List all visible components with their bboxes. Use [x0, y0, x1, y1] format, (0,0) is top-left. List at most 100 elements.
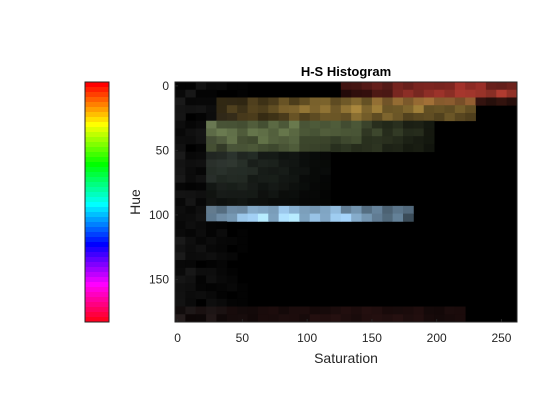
heatmap-cell [216, 120, 228, 129]
heatmap-cell [247, 190, 259, 199]
heatmap-cell [403, 82, 414, 91]
heatmap-cell [247, 314, 259, 323]
heatmap-cell [361, 136, 373, 145]
heatmap-cell [185, 260, 197, 269]
heatmap-cell [371, 314, 383, 323]
heatmap-cell [309, 112, 321, 122]
heatmap-cell [392, 205, 404, 215]
heatmap-cell [268, 97, 280, 106]
heatmap-cell [278, 105, 290, 114]
heatmap-cell [299, 151, 311, 160]
heatmap-cell [465, 82, 476, 91]
heatmap-cell [506, 97, 518, 106]
heatmap-cell [216, 283, 228, 292]
heatmap-cell [454, 105, 466, 114]
heatmap-cell [361, 314, 373, 323]
heatmap-cell [299, 105, 311, 114]
heatmap-cell [340, 105, 352, 114]
heatmap-cell [403, 213, 414, 222]
colorbar-segment [85, 132, 109, 138]
plot-axes-frame [174, 81, 518, 323]
heatmap-cell [195, 198, 207, 207]
heatmap-cell [216, 128, 228, 137]
heatmap-cell [185, 213, 197, 222]
heatmap-cell [206, 143, 217, 153]
heatmap-cell [309, 314, 321, 323]
heatmap-cell [351, 97, 362, 106]
heatmap-cell [185, 159, 197, 168]
heatmap-cell [289, 120, 300, 129]
x-tick-label: 200 [427, 331, 447, 345]
heatmap-cell [226, 167, 238, 176]
heatmap-cell [185, 298, 197, 307]
colorbar-segment [85, 177, 109, 183]
colorbar-segment [85, 157, 109, 163]
heatmap-cell [340, 136, 352, 145]
heatmap-cell [175, 151, 186, 160]
heatmap-cell [392, 143, 404, 153]
heatmap-cell [216, 252, 228, 261]
y-tick-label: 100 [149, 208, 169, 222]
colorbar-segment [85, 257, 109, 263]
heatmap-cell [175, 120, 186, 129]
heatmap-cell [320, 105, 331, 114]
heatmap-cell [185, 174, 197, 184]
heatmap-cell [351, 105, 362, 114]
heatmap-cell [320, 182, 331, 191]
x-tick-label: 250 [491, 331, 511, 345]
heatmap-cell [340, 306, 352, 315]
colorbar-segment [85, 97, 109, 103]
heatmap-cell [206, 314, 217, 323]
heatmap-cell [330, 128, 342, 137]
heatmap-cell [309, 136, 321, 145]
heatmap-cell [278, 182, 290, 191]
heatmap-cell [454, 97, 466, 106]
heatmap-cell [299, 174, 311, 184]
heatmap-cell [195, 283, 207, 292]
heatmap-cell [216, 236, 228, 245]
colorbar-segment [85, 117, 109, 123]
heatmap-cell [371, 105, 383, 114]
heatmap-cell [175, 213, 186, 222]
heatmap-cell [195, 229, 207, 238]
heatmap-cell [175, 244, 186, 253]
heatmap-cell [247, 136, 259, 145]
heatmap-cell [299, 112, 311, 122]
heatmap-cell [185, 314, 197, 323]
heatmap-cell [309, 306, 321, 315]
heatmap-cell [309, 105, 321, 114]
heatmap-cell [185, 167, 197, 176]
heatmap-cell [444, 89, 456, 98]
heatmap-cell [330, 105, 342, 114]
heatmap-cell [320, 120, 331, 129]
heatmap-cell [195, 82, 207, 91]
heatmap-cell [392, 112, 404, 122]
heatmap-cell [257, 159, 269, 168]
heatmap-cell [465, 112, 476, 122]
y-tick-label: 50 [156, 143, 170, 157]
heatmap-cell [216, 267, 228, 276]
heatmap-cell [403, 306, 414, 315]
heatmap-cell [351, 306, 362, 315]
heatmap-cell [278, 167, 290, 176]
heatmap-cell [413, 120, 425, 129]
heatmap-cell [195, 120, 207, 129]
heatmap-cell [185, 291, 197, 300]
heatmap-cell [423, 105, 435, 114]
heatmap-cell [382, 213, 394, 222]
heatmap-cell [299, 190, 311, 199]
heatmap-cell [434, 112, 445, 122]
heatmap-cell [392, 120, 404, 129]
heatmap-cell [371, 136, 383, 145]
heatmap-cell [340, 112, 352, 122]
heatmap-cell [237, 283, 248, 292]
heatmap-cell [340, 97, 352, 106]
heatmap-cell [475, 97, 487, 106]
heatmap-cell [175, 167, 186, 176]
heatmap-cell [475, 89, 487, 98]
heatmap-cell [175, 252, 186, 261]
heatmap-cell [195, 128, 207, 137]
heatmap-cell [206, 174, 217, 184]
heatmap-cell [444, 105, 456, 114]
